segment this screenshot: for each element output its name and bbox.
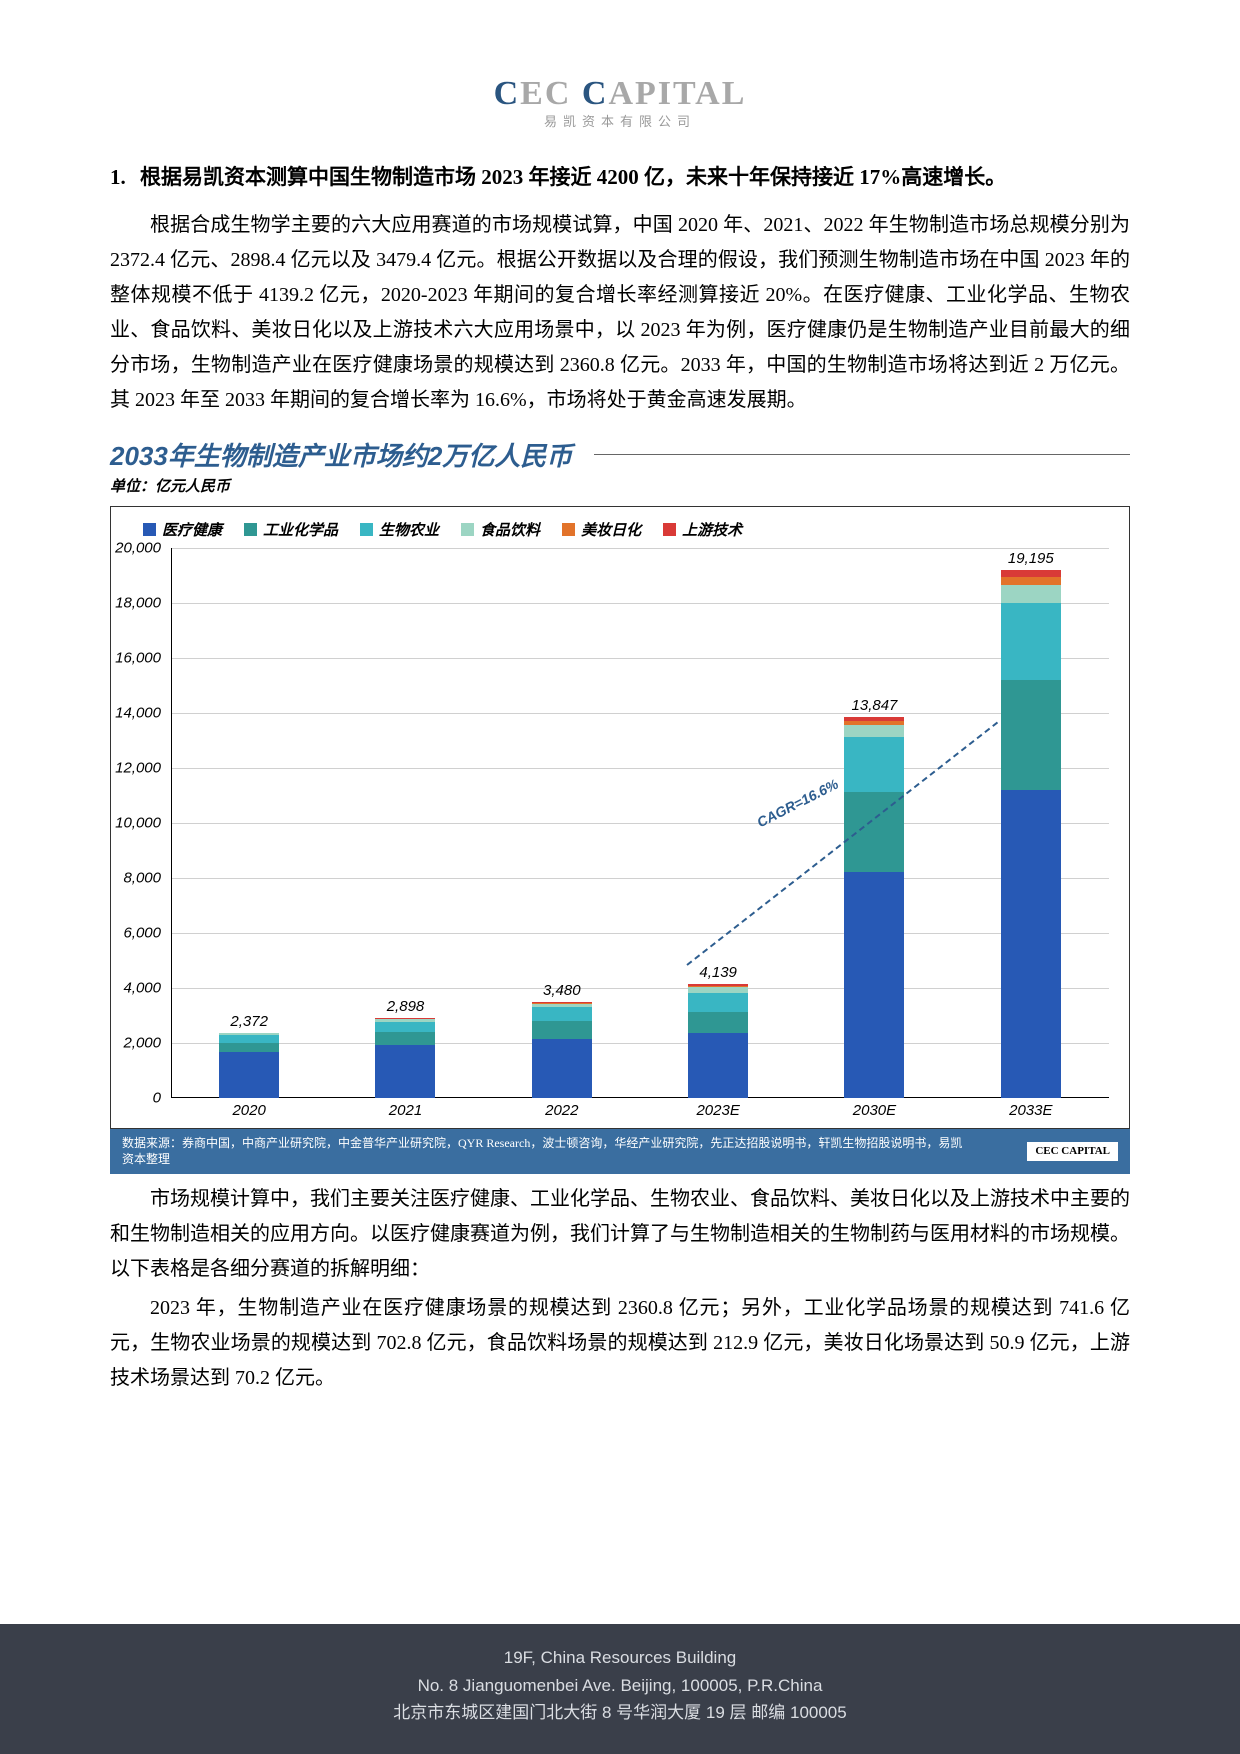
y-tick: 20,000 bbox=[115, 539, 161, 556]
y-tick: 18,000 bbox=[115, 594, 161, 611]
bar-segment bbox=[532, 1039, 592, 1098]
bar-segment bbox=[219, 1035, 279, 1043]
footer-line-1: 19F, China Resources Building bbox=[0, 1644, 1240, 1671]
section-heading: 1. 根据易凯资本测算中国生物制造市场 2023 年接近 4200 亿，未来十年… bbox=[110, 160, 1130, 196]
bar-column: 2,372 bbox=[219, 1033, 279, 1098]
footer-line-3: 北京市东城区建国门北大街 8 号华润大厦 19 层 邮编 100005 bbox=[0, 1699, 1240, 1726]
chart-title: 2033年生物制造产业市场约2万亿人民币 bbox=[110, 436, 1130, 473]
bar-segment bbox=[688, 1033, 748, 1098]
bar-segment bbox=[844, 872, 904, 1098]
bar-column: 13,847 bbox=[844, 717, 904, 1098]
x-label: 2033E bbox=[1001, 1098, 1061, 1128]
chart-bars: 2,372 2,898 3,480 4,139 13,847 19,195 bbox=[171, 548, 1109, 1098]
paragraph-method: 市场规模计算中，我们主要关注医疗健康、工业化学品、生物农业、食品饮料、美妆日化以… bbox=[110, 1182, 1130, 1287]
legend-item: 美妆日化 bbox=[562, 519, 641, 540]
bar-segment bbox=[1001, 680, 1061, 790]
legend-item: 上游技术 bbox=[663, 519, 742, 540]
bar-total-label: 4,139 bbox=[699, 964, 737, 981]
y-tick: 2,000 bbox=[123, 1034, 161, 1051]
paragraph-intro: 根据合成生物学主要的六大应用赛道的市场规模试算，中国 2020 年、2021、2… bbox=[110, 208, 1130, 418]
bar-segment bbox=[844, 737, 904, 792]
chart-source-bar: 数据来源：券商中国，中商产业研究院，中金普华产业研究院，QYR Research… bbox=[110, 1129, 1130, 1175]
logo-main: CEC CAPITAL bbox=[110, 75, 1130, 113]
legend-item: 食品饮料 bbox=[461, 519, 540, 540]
bar-total-label: 2,372 bbox=[230, 1013, 268, 1030]
logo-subtitle: 易凯资本有限公司 bbox=[110, 111, 1130, 130]
bar-total-label: 3,480 bbox=[543, 982, 581, 999]
x-label: 2023E bbox=[688, 1098, 748, 1128]
section-title-text: 根据易凯资本测算中国生物制造市场 2023 年接近 4200 亿，未来十年保持接… bbox=[140, 160, 1130, 196]
bar-segment bbox=[688, 1012, 748, 1032]
y-tick: 16,000 bbox=[115, 649, 161, 666]
bar-column: 2,898 bbox=[375, 1018, 435, 1098]
bar-segment bbox=[1001, 585, 1061, 603]
section-number: 1. bbox=[110, 160, 140, 196]
page-footer: 19F, China Resources Building No. 8 Jian… bbox=[0, 1624, 1240, 1754]
company-logo: CEC CAPITAL 易凯资本有限公司 bbox=[110, 75, 1130, 130]
y-axis: 02,0004,0006,0008,00010,00012,00014,0001… bbox=[111, 548, 166, 1098]
chart-block: 2033年生物制造产业市场约2万亿人民币 单位：亿元人民币 医疗健康 工业化学品 生… bbox=[110, 436, 1130, 1175]
y-tick: 12,000 bbox=[115, 759, 161, 776]
source-text: 数据来源：券商中国，中商产业研究院，中金普华产业研究院，QYR Research… bbox=[122, 1135, 969, 1169]
y-tick: 0 bbox=[153, 1089, 161, 1106]
x-axis-labels: 2020 2021 2022 2023E 2030E 2033E bbox=[171, 1098, 1109, 1128]
x-label: 2020 bbox=[219, 1098, 279, 1128]
bar-total-label: 2,898 bbox=[387, 998, 425, 1015]
chart-legend: 医疗健康 工业化学品 生物农业 食品饮料 美妆日化 上游技术 bbox=[111, 507, 1129, 548]
legend-item: 生物农业 bbox=[360, 519, 439, 540]
bar-total-label: 13,847 bbox=[852, 697, 898, 714]
x-label: 2022 bbox=[532, 1098, 592, 1128]
chart-title-text: 2033年生物制造产业市场约2万亿人民币 bbox=[110, 436, 572, 473]
chart-unit: 单位：亿元人民币 bbox=[110, 475, 1130, 496]
paragraph-breakdown: 2023 年，生物制造产业在医疗健康场景的规模达到 2360.8 亿元；另外，工… bbox=[110, 1291, 1130, 1396]
chart-area: 医疗健康工业化学品生物农业食品饮料美妆日化上游技术 02,0004,0006,0… bbox=[110, 506, 1130, 1129]
bar-segment bbox=[219, 1043, 279, 1053]
x-label: 2030E bbox=[844, 1098, 904, 1128]
x-label: 2021 bbox=[375, 1098, 435, 1128]
footer-line-2: No. 8 Jianguomenbei Ave. Beijing, 100005… bbox=[0, 1672, 1240, 1699]
bar-column: 4,139 bbox=[688, 984, 748, 1098]
bar-segment bbox=[1001, 570, 1061, 577]
source-logo: CEC CAPITAL bbox=[1027, 1142, 1118, 1161]
chart-plot: 02,0004,0006,0008,00010,00012,00014,0001… bbox=[171, 548, 1109, 1128]
bar-segment bbox=[375, 1045, 435, 1097]
chart-title-rule bbox=[594, 454, 1130, 455]
bar-segment bbox=[1001, 603, 1061, 680]
y-tick: 6,000 bbox=[123, 924, 161, 941]
bar-segment bbox=[532, 1021, 592, 1039]
y-tick: 14,000 bbox=[115, 704, 161, 721]
bar-total-label: 19,195 bbox=[1008, 550, 1054, 567]
y-tick: 10,000 bbox=[115, 814, 161, 831]
bar-segment bbox=[532, 1007, 592, 1021]
y-tick: 8,000 bbox=[123, 869, 161, 886]
bar-segment bbox=[375, 1022, 435, 1032]
bar-segment bbox=[844, 725, 904, 737]
y-tick: 4,000 bbox=[123, 979, 161, 996]
bar-segment bbox=[219, 1052, 279, 1097]
bar-column: 19,195 bbox=[1001, 570, 1061, 1098]
legend-item: 工业化学品 bbox=[244, 519, 338, 540]
bar-segment bbox=[688, 993, 748, 1012]
bar-column: 3,480 bbox=[532, 1002, 592, 1098]
bar-segment bbox=[1001, 790, 1061, 1098]
bar-segment bbox=[375, 1032, 435, 1045]
bar-segment bbox=[1001, 577, 1061, 585]
legend-item: 医疗健康 bbox=[143, 519, 222, 540]
